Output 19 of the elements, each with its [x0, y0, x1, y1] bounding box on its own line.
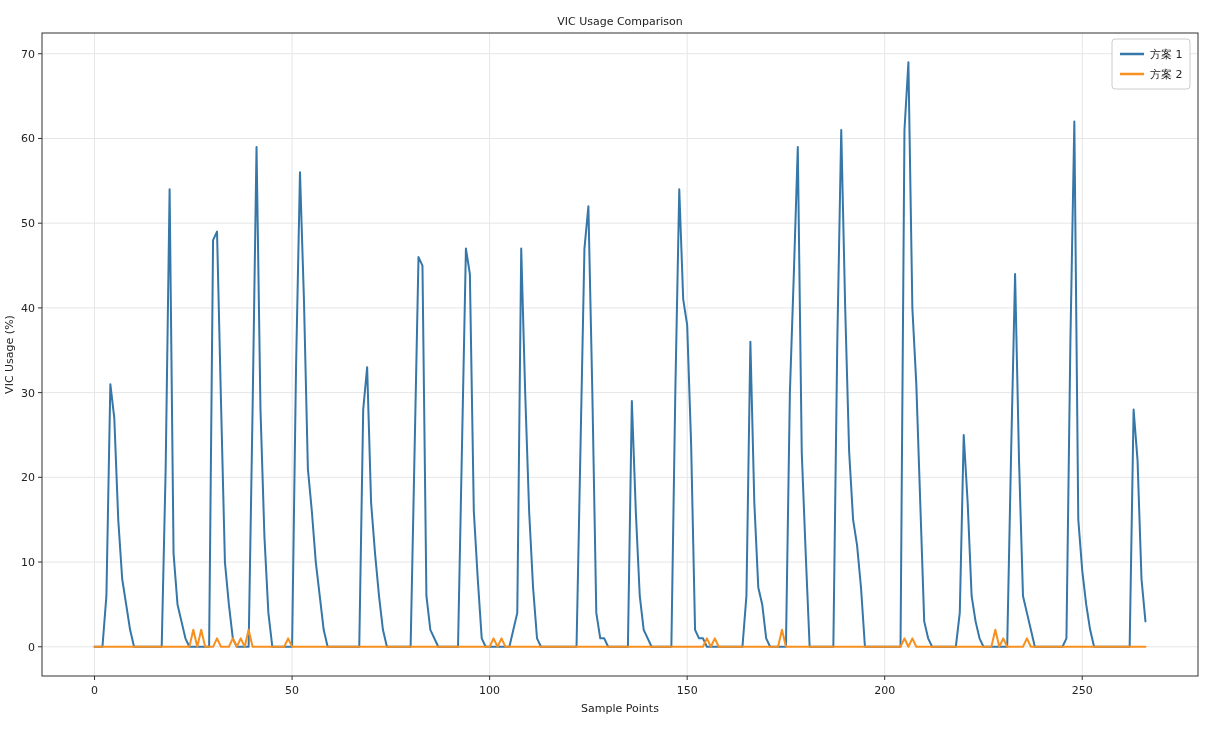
legend-label: 方案 1 [1150, 48, 1183, 61]
y-tick-label: 40 [21, 301, 35, 315]
y-tick-label: 60 [21, 132, 35, 146]
x-tick-label: 100 [479, 684, 501, 697]
y-tick-label: 10 [21, 556, 35, 570]
x-tick-label: 200 [874, 684, 896, 697]
x-tick-label: 150 [676, 684, 698, 697]
y-tick-label: 70 [21, 47, 35, 61]
x-tick-label: 250 [1071, 684, 1093, 697]
y-axis-title: VIC Usage (%) [3, 315, 16, 394]
x-tick-label: 0 [91, 684, 99, 697]
y-tick-label: 50 [21, 217, 35, 231]
y-tick-label: 30 [21, 386, 35, 400]
y-tick-label: 20 [21, 471, 35, 485]
y-tick-label: 0 [28, 640, 35, 654]
legend-label: 方案 2 [1150, 68, 1183, 81]
x-tick-label: 50 [285, 684, 300, 697]
chart-title: VIC Usage Comparison [557, 15, 683, 28]
x-axis-title: Sample Points [581, 702, 660, 715]
